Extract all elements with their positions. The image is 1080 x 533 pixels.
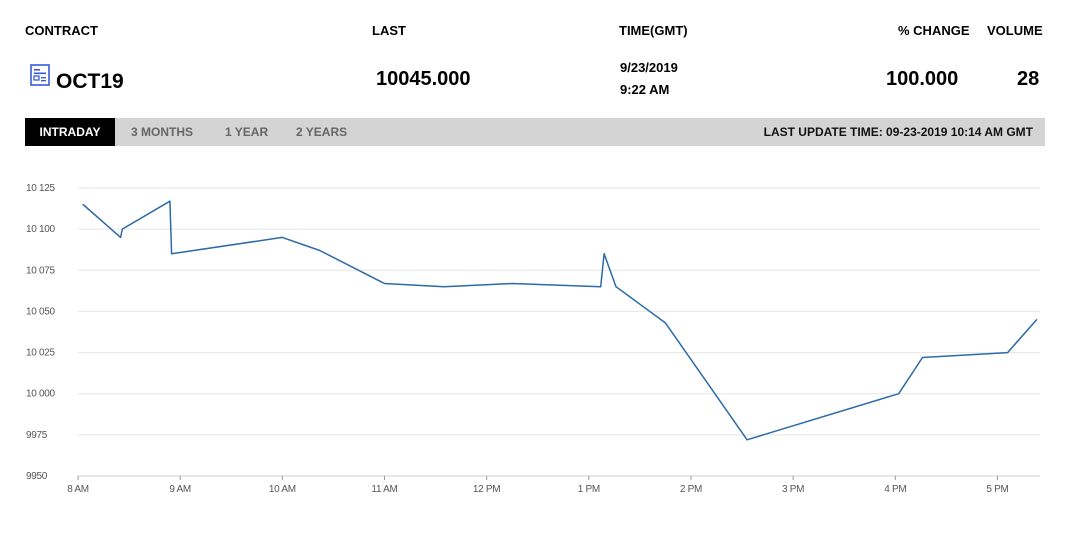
x-tick-label: 3 PM [782, 484, 804, 495]
y-tick-label: 10 025 [26, 348, 56, 359]
data-point [319, 249, 321, 252]
data-point [121, 228, 123, 230]
y-tick-label: 10 050 [26, 306, 56, 317]
percent-change: 100.000 [886, 68, 959, 90]
trade-date: 9/23/2019 [620, 60, 678, 75]
volume-header: VOLUME [987, 23, 1043, 38]
tab-2-years[interactable]: 2 YEARS [296, 125, 348, 139]
last-price: 10045.000 [376, 68, 471, 90]
change-header: % CHANGE [898, 23, 970, 38]
trade-time: 9:22 AM [620, 82, 670, 97]
contract-header: CONTRACT [25, 23, 98, 38]
data-point [1007, 351, 1009, 354]
data-point [169, 200, 171, 202]
y-tick-label: 10 100 [26, 224, 56, 235]
x-tick-label: 4 PM [884, 484, 906, 495]
x-tick-label: 2 PM [680, 484, 702, 495]
data-point [603, 253, 605, 255]
x-tick-label: 5 PM [986, 484, 1008, 495]
last-update-time: LAST UPDATE TIME: 09-23-2019 10:14 AM GM… [763, 125, 1033, 139]
volume-value: 28 [1017, 68, 1040, 90]
data-point [82, 203, 84, 206]
x-tick-label: 8 AM [67, 484, 89, 495]
data-point [383, 282, 386, 285]
data-point [511, 282, 513, 285]
data-point [615, 286, 617, 288]
data-point [600, 286, 602, 288]
data-point [443, 286, 445, 288]
data-point [898, 393, 900, 395]
y-tick-label: 9950 [26, 471, 48, 482]
data-point [746, 439, 748, 441]
data-point [171, 253, 173, 255]
tab-intraday[interactable]: INTRADAY [25, 118, 115, 146]
x-tick-label: 11 AM [371, 484, 397, 495]
period-tab-bar: INTRADAY 3 MONTHS 1 YEAR 2 YEARS LAST UP… [25, 118, 1045, 146]
data-point [664, 322, 667, 324]
y-tick-label: 9975 [26, 430, 48, 441]
last-header: LAST [372, 23, 406, 38]
data-point [281, 236, 283, 238]
x-tick-label: 10 AM [269, 484, 296, 495]
data-point [921, 356, 924, 359]
x-tick-label: 12 PM [473, 484, 500, 495]
x-tick-label: 1 PM [578, 484, 600, 495]
data-point [1035, 319, 1038, 321]
y-tick-label: 10 125 [26, 183, 56, 194]
y-tick-label: 10 000 [26, 389, 56, 400]
contract-name[interactable]: OCT19 [56, 70, 124, 93]
x-tick-label: 9 AM [169, 484, 191, 495]
series-line [82, 200, 1038, 441]
time-header: TIME(GMT) [619, 23, 688, 38]
tab-1-year[interactable]: 1 YEAR [225, 125, 269, 139]
y-tick-label: 10 075 [26, 265, 56, 276]
contract-document-icon[interactable] [30, 64, 50, 86]
tab-3-months[interactable]: 3 MONTHS [131, 125, 194, 139]
data-point [119, 236, 122, 238]
